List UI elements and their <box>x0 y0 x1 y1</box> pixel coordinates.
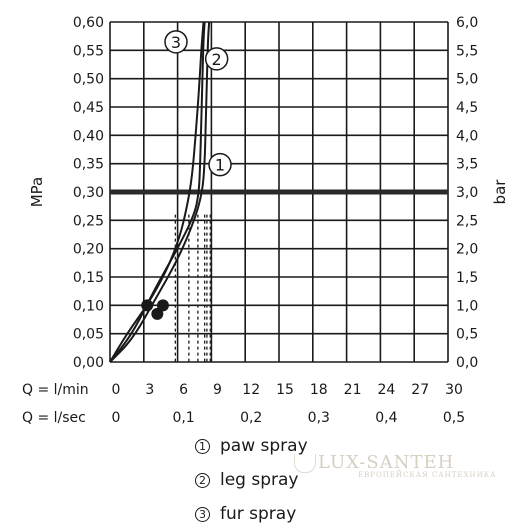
right-tick-label: 0,0 <box>456 355 478 371</box>
left-tick-label: 0,35 <box>73 157 104 173</box>
left-tick-label: 0,15 <box>73 270 104 286</box>
right-tick-label: 0,5 <box>456 327 478 343</box>
left-tick-label: 0,60 <box>73 15 104 31</box>
legend-label-3: fur spray <box>220 504 297 524</box>
bathtub-icon <box>294 454 316 473</box>
right-tick-label: 4,0 <box>456 128 478 144</box>
left-tick-label: 0,30 <box>73 185 104 201</box>
left-tick-label: 0,50 <box>73 72 104 88</box>
watermark-sub: ЕВРОПЕЙСКАЯ САНТЕХНИКА <box>358 471 497 479</box>
right-tick-label: 2,0 <box>456 242 478 258</box>
curve-marker-label-1: 1 <box>215 156 225 175</box>
right-tick-label: 5,5 <box>456 43 478 59</box>
series-dot-3 <box>141 299 154 312</box>
x-lmin-tick-label: 30 <box>445 382 463 398</box>
left-tick-label: 0,55 <box>73 43 104 59</box>
x-lmin-tick-label: 0 <box>112 382 121 398</box>
x-lsec-tick-label: 0,2 <box>240 410 262 426</box>
right-tick-label: 4,5 <box>456 100 478 116</box>
left-tick-label: 0,10 <box>73 298 104 314</box>
x-lmin-tick-label: 12 <box>242 382 260 398</box>
curve-marker-2 <box>204 47 229 71</box>
x-lsec-tick-label: 0,5 <box>443 410 465 426</box>
legend-item-2: 2 leg spray <box>195 470 299 490</box>
x-lmin-tick-label: 24 <box>377 382 395 398</box>
series-dot-1 <box>151 307 164 320</box>
series-dot-2 <box>156 299 169 312</box>
left-tick-label: 0,05 <box>73 327 104 343</box>
legend-marker-3: 3 <box>195 506 210 522</box>
left-tick-label: 0,40 <box>73 128 104 144</box>
series-line-1 <box>109 21 211 363</box>
legend-marker-1: 1 <box>195 438 210 454</box>
legend-item-1: 1 paw spray <box>195 436 308 456</box>
left-tick-label: 0,45 <box>73 100 104 116</box>
x-axis-lmin-label: Q = l/min <box>22 382 89 398</box>
legend-label-2: leg spray <box>220 470 299 490</box>
right-tick-label: 2,5 <box>456 213 478 229</box>
right-tick-label: 1,5 <box>456 270 478 286</box>
x-lmin-tick-label: 21 <box>344 382 362 398</box>
right-tick-label: 1,0 <box>456 298 478 314</box>
right-axis-title: bar <box>491 179 509 205</box>
left-tick-label: 0,20 <box>73 242 104 258</box>
x-lmin-tick-label: 6 <box>179 382 188 398</box>
x-lsec-tick-label: 0,4 <box>375 410 397 426</box>
left-tick-label: 0,25 <box>73 213 104 229</box>
curve-marker-label-3: 3 <box>171 33 181 52</box>
watermark-main: LUX-SANTEH <box>318 452 455 473</box>
legend-item-3: 3 fur spray <box>195 504 296 524</box>
x-lmin-tick-label: 9 <box>213 382 222 398</box>
right-tick-label: 6,0 <box>456 15 478 31</box>
left-axis-title: MPa <box>28 177 46 208</box>
right-tick-label: 3,5 <box>456 157 478 173</box>
series-line-2 <box>109 21 206 363</box>
x-lmin-tick-label: 3 <box>145 382 154 398</box>
left-tick-label: 0,00 <box>73 355 104 371</box>
x-lsec-tick-label: 0,1 <box>172 410 194 426</box>
x-axis-lsec-label: Q = l/sec <box>22 410 86 426</box>
legend-marker-2: 2 <box>195 472 210 488</box>
x-lmin-tick-label: 18 <box>310 382 328 398</box>
series-line-3 <box>109 21 205 363</box>
curve-marker-1 <box>208 152 232 177</box>
flow-pressure-chart: 1230,000,050,100,150,200,250,300,350,400… <box>22 15 509 426</box>
x-lsec-tick-label: 0,3 <box>308 410 330 426</box>
x-lmin-tick-label: 27 <box>411 382 429 398</box>
x-lmin-tick-label: 15 <box>276 382 294 398</box>
right-tick-label: 3,0 <box>456 185 478 201</box>
watermark: LUX-SANTEH ЕВРОПЕЙСКАЯ САНТЕХНИКА <box>294 452 497 479</box>
legend-label-1: paw spray <box>220 436 308 456</box>
curve-marker-3 <box>164 30 188 54</box>
curve-marker-label-2: 2 <box>212 50 222 69</box>
right-tick-label: 5,0 <box>456 72 478 88</box>
x-lsec-tick-label: 0 <box>112 410 121 426</box>
